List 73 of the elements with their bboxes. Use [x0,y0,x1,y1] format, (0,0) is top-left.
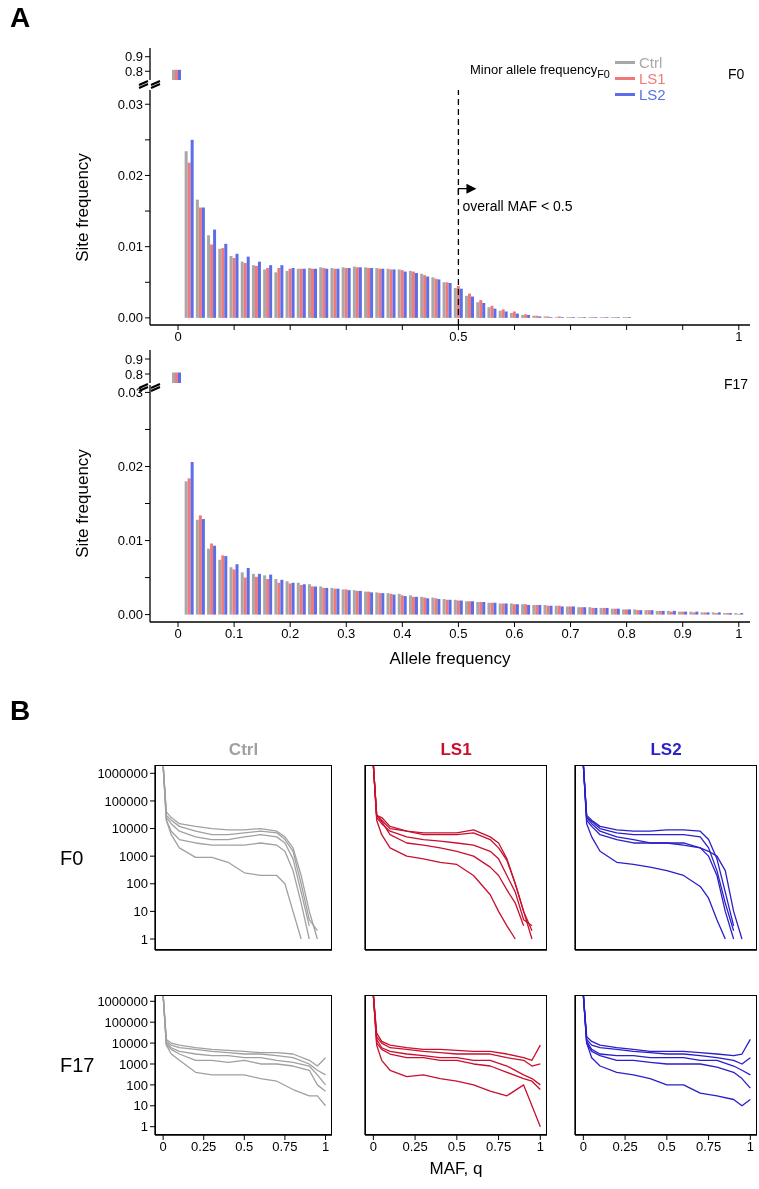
x-tick-label: 0.5 [447,1139,466,1155]
y-tick-label: 0.9 [124,351,143,367]
y-tick-label: 10000 [111,1035,148,1051]
x-tick-label: 1 [536,1139,544,1155]
x-tick-label: 0.7 [561,626,580,642]
y-tick-label: 100000 [104,1014,148,1030]
y-tick-label: 0.00 [117,310,143,326]
y-tick-label: 10 [133,904,148,920]
y-tick-label: 1000 [119,1056,148,1072]
y-tick-label: 10000 [111,821,148,837]
x-tick-label: 0.25 [402,1139,428,1155]
text: B [10,695,31,727]
x-tick-label: 0.5 [449,329,468,345]
x-tick-label: 0 [579,1139,587,1155]
y-axis-title: F0 [60,846,84,869]
x-axis-title: Allele frequency [388,649,512,669]
x-tick-label: 0 [159,1139,167,1155]
text: A [10,2,31,34]
y-tick-label: 0.01 [117,239,143,255]
legend-label: LS1 [639,69,666,87]
y-tick-label: 0.00 [117,607,143,623]
chart-title: Ctrl [227,740,260,760]
y-axis-title: Site frequency [73,448,93,558]
x-tick-label: 0.3 [337,626,356,642]
y-tick-label: 1 [140,931,148,947]
y-tick-label: 10 [133,1098,148,1114]
y-tick-label: 100000 [104,793,148,809]
x-tick-label: 0.2 [281,626,300,642]
text: F0 [728,66,745,82]
x-tick-label: 0.75 [272,1139,298,1155]
annotation: F17 [724,376,749,392]
ref-line-label: overall MAF < 0.5 [462,197,573,214]
x-tick-label: 1 [321,1139,330,1155]
x-tick-label: 0.5 [449,626,468,642]
y-tick-label: 0.03 [117,385,143,401]
x-tick-label: 0.8 [617,626,636,642]
text: Minor allele frequency$_{F0}$ [470,62,610,80]
x-tick-label: 0.75 [485,1139,512,1155]
x-tick-label: 0.1 [225,626,244,642]
y-tick-label: 0.02 [117,459,143,475]
chart-title: LS1 [439,740,473,760]
chart-title: LS2 [649,740,683,760]
y-tick-label: 100 [126,876,148,892]
y-tick-label: 1000 [119,848,148,864]
x-tick-label: 1 [746,1139,754,1155]
x-tick-label: 0 [174,329,182,345]
y-axis-title: F17 [60,1054,95,1077]
legend-label: LS2 [639,85,666,103]
y-axis-title: Site frequency [73,152,93,262]
y-tick-label: 1000000 [97,765,148,781]
x-tick-label: 0.9 [673,626,692,642]
x-tick-label: 1 [735,626,743,642]
x-tick-label: 0 [174,626,182,642]
y-tick-label: 0.8 [124,366,143,382]
x-tick-label: 0.5 [657,1139,676,1155]
x-axis-title: MAF, q [428,1159,484,1179]
y-tick-label: 1 [140,1119,148,1135]
x-tick-label: 1 [735,329,743,345]
x-tick-label: 0.25 [612,1139,638,1155]
x-tick-label: 0.25 [191,1139,217,1155]
y-tick-label: 100 [126,1077,148,1093]
legend-label: Ctrl [639,53,663,71]
x-tick-label: 0.75 [695,1139,722,1155]
y-tick-label: 0.01 [117,533,143,549]
y-tick-label: 1000000 [97,993,148,1009]
x-tick-label: 0 [369,1139,377,1155]
y-tick-label: 0.9 [124,49,143,65]
y-tick-label: 0.8 [124,63,143,79]
y-tick-label: 0.02 [117,168,143,184]
x-tick-label: 0.6 [505,626,524,642]
x-tick-label: 0.5 [235,1139,254,1155]
y-tick-label: 0.03 [117,96,143,112]
x-tick-label: 0.4 [393,626,412,642]
